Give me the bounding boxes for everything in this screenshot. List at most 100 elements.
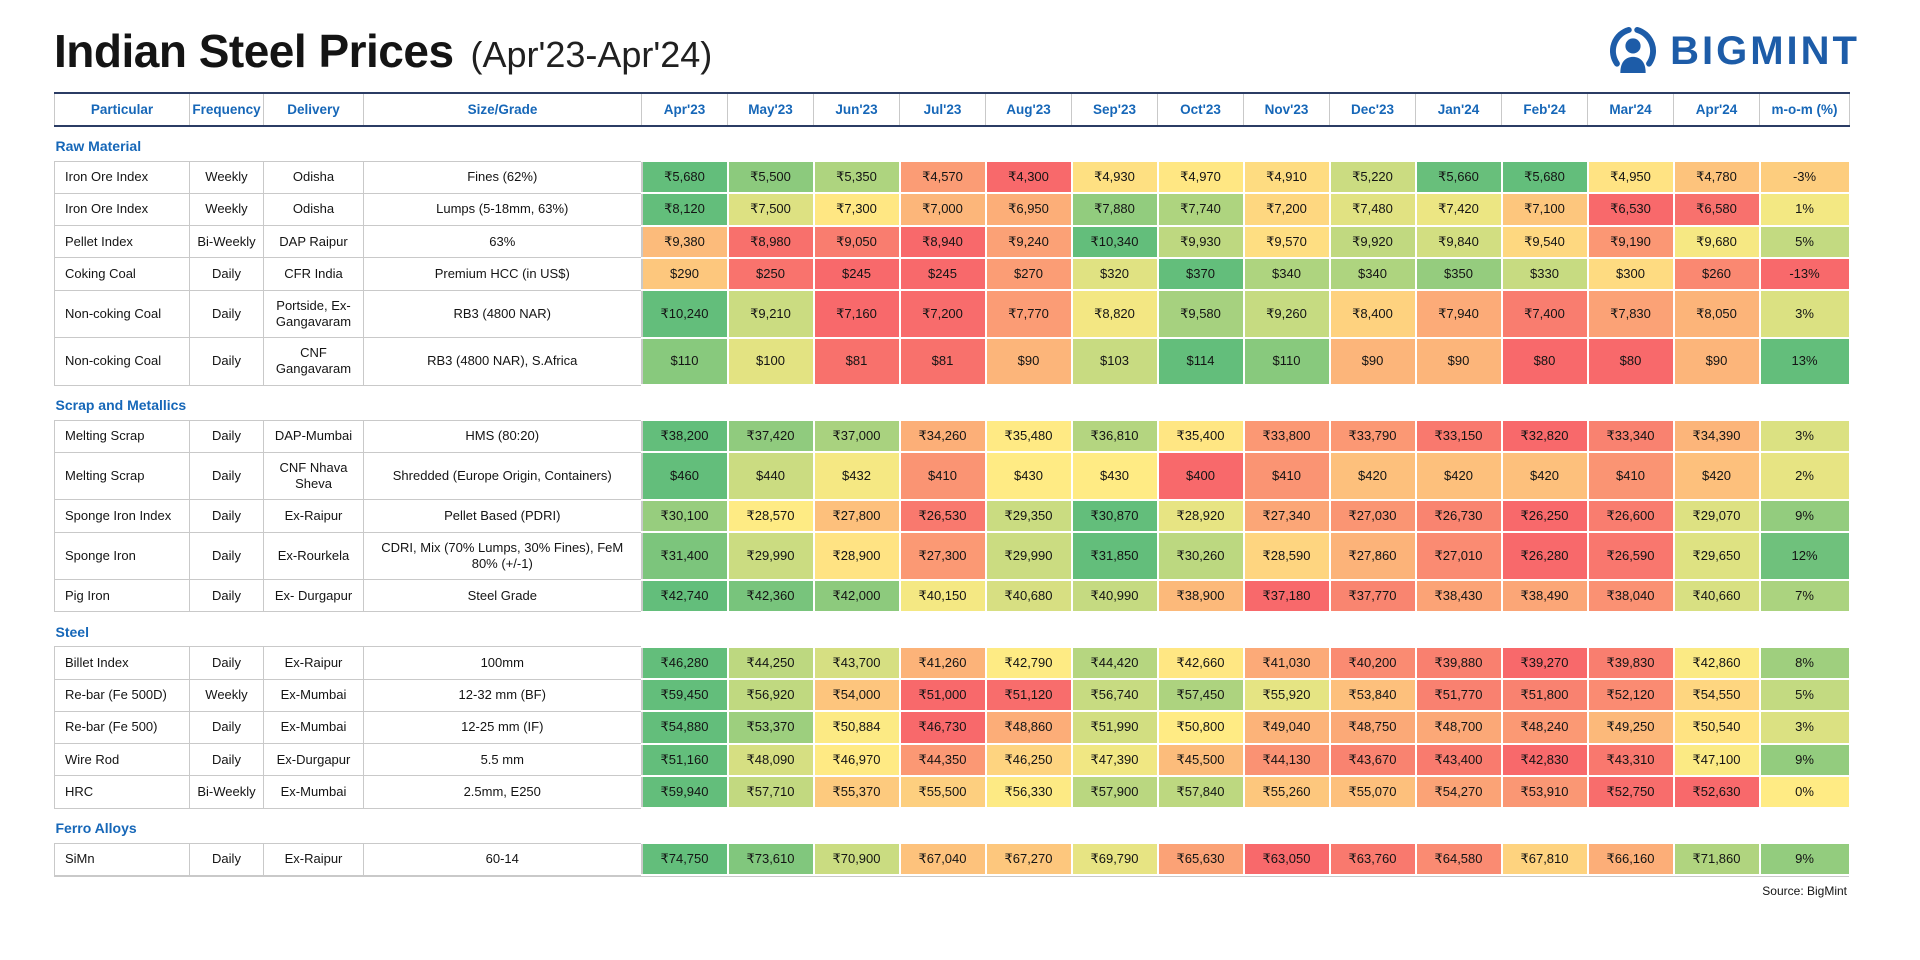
cell-month-value: ₹70,900 [812,841,901,877]
page-title-text: Indian Steel Prices [54,24,454,77]
cell-mom-value: 7% [1758,578,1851,613]
cell-month-value: ₹67,810 [1500,841,1589,877]
cell-month-value: ₹69,790 [1070,841,1159,877]
cell-month-value: ₹42,000 [812,578,901,613]
cell-month-value: ₹29,070 [1672,498,1761,534]
column-header: Apr'23 [641,92,728,127]
cell-month-value: ₹34,260 [898,418,987,454]
cell-month-value: ₹37,770 [1328,578,1417,613]
cell-month-value: ₹5,660 [1414,159,1503,195]
cell-month-value: ₹7,500 [726,192,815,227]
cell-month-value: ₹6,580 [1672,192,1761,227]
cell-month-value: $80 [1500,336,1589,386]
cell-month-value: ₹42,360 [726,578,815,613]
cell-month-value: ₹29,650 [1672,531,1761,581]
cell-month-value: ₹7,770 [984,289,1073,339]
cell-month-value: ₹7,300 [812,192,901,227]
cell-particular: HRC [54,775,190,809]
cell-delivery: Ex-Raipur [263,646,364,680]
section-row: Scrap and Metallics [54,385,1850,420]
cell-particular: Billet Index [54,646,190,680]
cell-month-value: ₹34,390 [1672,418,1761,454]
column-header: m-o-m (%) [1759,92,1850,127]
header-row: Particular Frequency Delivery Size/Grade Apr… [54,92,1850,127]
cell-month-value: ₹54,550 [1672,677,1761,713]
cell-month-value: ₹41,260 [898,645,987,681]
column-header: Jan'24 [1415,92,1502,127]
cell-month-value: $250 [726,256,815,292]
cell-month-value: ₹48,090 [726,742,815,777]
cell-mom-value: 3% [1758,289,1851,339]
cell-month-value: ₹7,100 [1500,192,1589,227]
cell-size-grade: Lumps (5-18mm, 63%) [363,192,642,227]
cell-month-value: ₹9,190 [1586,224,1675,259]
column-header: Delivery [263,92,364,127]
cell-month-value: ₹65,630 [1156,841,1245,877]
cell-particular: Non-coking Coal [54,289,190,338]
column-header: May'23 [727,92,814,127]
cell-month-value: ₹26,600 [1586,498,1675,534]
cell-size-grade: CDRI, Mix (70% Lumps, 30% Fines), FeM 80… [363,531,642,580]
cell-mom-value: 1% [1758,192,1851,227]
cell-month-value: ₹38,200 [640,418,729,454]
cell-month-value: ₹54,880 [640,710,729,745]
cell-frequency: Daily [189,742,264,777]
table-row: Wire Rod Daily Ex-Durgapur 5.5 mm ₹51,160 ₹48… [54,742,1851,777]
cell-month-value: ₹44,250 [726,645,815,681]
cell-month-value: ₹9,050 [812,224,901,259]
table-body: Raw Material Iron Ore Index Weekly Odisha Fi… [54,126,1851,877]
cell-month-value: ₹57,450 [1156,677,1245,713]
cell-size-grade: 100mm [363,646,642,680]
cell-mom-value: 9% [1758,742,1851,777]
table-row: Pellet Index Bi-Weekly DAP Raipur 63% ₹9,380… [54,224,1851,259]
cell-month-value: $420 [1328,451,1417,501]
price-table: Particular Frequency Delivery Size/Grade Apr… [54,92,1851,877]
cell-month-value: ₹31,400 [640,531,729,581]
column-header: Particular [54,92,190,127]
cell-month-value: ₹4,950 [1586,159,1675,195]
cell-delivery: DAP-Mumbai [263,419,364,453]
cell-month-value: ₹7,830 [1586,289,1675,339]
table-row: Non-coking Coal Daily Portside, Ex-Gangava… [54,289,1851,339]
cell-month-value: ₹42,790 [984,645,1073,681]
cell-month-value: ₹41,030 [1242,645,1331,681]
cell-month-value: ₹43,400 [1414,742,1503,777]
cell-size-grade: 5.5 mm [363,742,642,777]
cell-size-grade: Shredded (Europe Origin, Containers) [363,451,642,501]
cell-frequency: Weekly [189,160,264,194]
cell-month-value: ₹67,270 [984,841,1073,877]
column-header: Size/Grade [363,92,642,127]
column-header: Nov'23 [1243,92,1330,127]
cell-month-value: ₹28,590 [1242,531,1331,581]
section-label: Scrap and Metallics [54,385,1850,420]
cell-month-value: ₹9,920 [1328,224,1417,259]
cell-month-value: ₹59,450 [640,677,729,713]
cell-month-value: ₹43,310 [1586,742,1675,777]
cell-month-value: ₹40,680 [984,578,1073,613]
cell-month-value: ₹39,880 [1414,645,1503,681]
cell-month-value: ₹26,530 [898,498,987,534]
cell-month-value: ₹52,120 [1586,677,1675,713]
cell-frequency: Daily [189,578,264,613]
page-subtitle: (Apr'23-Apr'24) [470,33,713,75]
cell-particular: Wire Rod [54,742,190,777]
cell-size-grade: 63% [363,224,642,259]
cell-month-value: $290 [640,256,729,292]
cell-month-value: ₹54,000 [812,677,901,713]
cell-month-value: ₹49,250 [1586,710,1675,745]
cell-month-value: ₹7,940 [1414,289,1503,339]
cell-month-value: ₹7,200 [898,289,987,339]
cell-month-value: ₹33,150 [1414,418,1503,454]
cell-month-value: ₹30,100 [640,498,729,534]
cell-month-value: ₹71,860 [1672,841,1761,877]
cell-month-value: ₹42,860 [1672,645,1761,681]
cell-frequency: Daily [189,710,264,745]
cell-month-value: $300 [1586,256,1675,292]
cell-particular: Iron Ore Index [54,160,190,194]
cell-month-value: ₹5,220 [1328,159,1417,195]
cell-month-value: ₹27,860 [1328,531,1417,581]
cell-month-value: $103 [1070,336,1159,386]
table-row: Coking Coal Daily CFR India Premium HCC (in… [54,256,1851,292]
cell-month-value: ₹50,884 [812,710,901,745]
cell-month-value: ₹56,740 [1070,677,1159,713]
